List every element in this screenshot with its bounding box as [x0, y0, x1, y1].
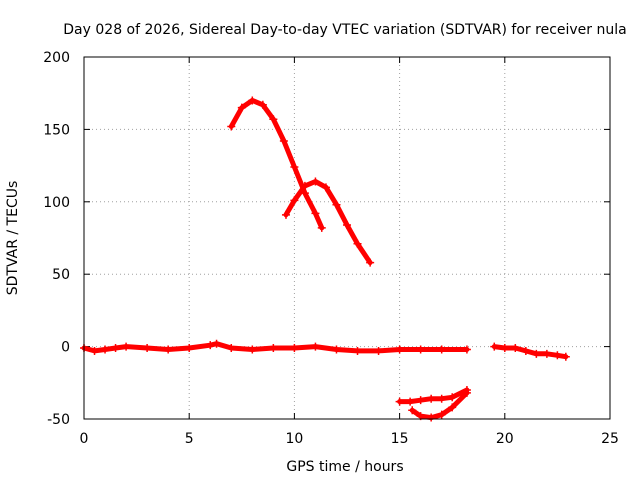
data-point-marker — [258, 100, 267, 109]
data-point-marker — [248, 96, 257, 105]
data-point-marker — [290, 344, 299, 353]
data-point-marker — [366, 258, 375, 267]
data-point-marker — [374, 346, 383, 355]
y-tick-label: 200 — [43, 50, 70, 66]
data-point-marker — [343, 220, 351, 229]
data-point-marker — [408, 406, 417, 415]
data-point-marker — [290, 163, 299, 172]
data-series — [80, 96, 570, 422]
data-point-marker — [561, 352, 570, 361]
data-point-marker — [416, 345, 425, 354]
x-tick-label: 20 — [496, 431, 514, 447]
y-tick-label: -50 — [47, 412, 70, 428]
data-point-marker — [437, 394, 446, 403]
data-point-marker — [521, 346, 530, 355]
x-tick-labels: 0 5 10 15 20 25 — [80, 431, 619, 447]
y-tick-label: 0 — [61, 340, 70, 356]
y-tick-label: 100 — [43, 195, 70, 211]
data-point-marker — [164, 345, 173, 354]
data-point-marker — [490, 342, 499, 351]
data-point-marker — [542, 349, 551, 358]
data-point-marker — [317, 223, 326, 232]
y-tick-label: 50 — [52, 267, 70, 283]
data-point-marker — [462, 388, 471, 397]
data-point-marker — [332, 345, 341, 354]
data-point-marker — [511, 344, 520, 353]
y-tick-label: 150 — [43, 122, 70, 138]
data-point-marker — [353, 239, 362, 248]
data-point-marker — [237, 103, 246, 112]
data-point-marker — [206, 341, 215, 350]
plot-frame — [83, 56, 611, 420]
x-tick-label: 5 — [185, 431, 194, 447]
data-point-marker — [532, 349, 541, 358]
data-point-marker — [448, 393, 457, 402]
x-tick-label: 15 — [391, 431, 409, 447]
data-point-marker — [281, 210, 290, 219]
data-point-marker — [500, 344, 509, 353]
y-axis-label: SDTVAR / TECUs — [5, 181, 21, 296]
data-point-marker — [300, 181, 309, 190]
data-point-marker — [269, 344, 278, 353]
data-point-marker — [353, 346, 362, 355]
data-point-marker — [427, 394, 436, 403]
series-line-track-low-arc-2 — [409, 390, 470, 421]
data-point-marker — [143, 344, 152, 353]
y-tick-labels: -50 0 50 100 150 200 — [43, 50, 70, 428]
data-point-marker — [448, 403, 457, 412]
data-point-marker — [437, 410, 446, 419]
data-point-marker — [406, 397, 415, 406]
data-point-marker — [321, 183, 330, 192]
data-point-marker — [248, 345, 257, 354]
series-line-track-baseline-1 — [81, 341, 470, 354]
data-point-marker — [427, 413, 436, 422]
data-point-marker — [227, 122, 236, 131]
data-point-marker — [111, 344, 120, 353]
data-point-marker — [212, 339, 221, 348]
data-point-marker — [311, 209, 320, 218]
x-tick-label: 10 — [285, 431, 303, 447]
data-point-marker — [553, 351, 562, 360]
data-point-marker — [311, 342, 320, 351]
data-point-marker — [227, 344, 236, 353]
data-point-marker — [395, 345, 404, 354]
data-point-marker — [185, 344, 194, 353]
x-axis-label: GPS time / hours — [286, 459, 403, 475]
data-point-marker — [101, 345, 110, 354]
grid — [84, 57, 610, 419]
series-line-track-high-arc-1 — [228, 97, 325, 231]
data-point-marker — [290, 196, 299, 205]
data-point-marker — [311, 177, 320, 186]
data-point-marker — [269, 115, 278, 124]
x-tick-label: 25 — [601, 431, 619, 447]
chart-title: Day 028 of 2026, Sidereal Day-to-day VTE… — [63, 22, 626, 38]
data-point-marker — [395, 397, 404, 406]
data-point-marker — [462, 345, 471, 354]
data-point-marker — [279, 136, 288, 145]
data-point-marker — [90, 346, 99, 355]
data-point-marker — [122, 342, 131, 351]
data-point-marker — [332, 200, 341, 209]
x-tick-label: 0 — [80, 431, 89, 447]
data-point-marker — [437, 345, 446, 354]
data-point-marker — [416, 396, 425, 405]
